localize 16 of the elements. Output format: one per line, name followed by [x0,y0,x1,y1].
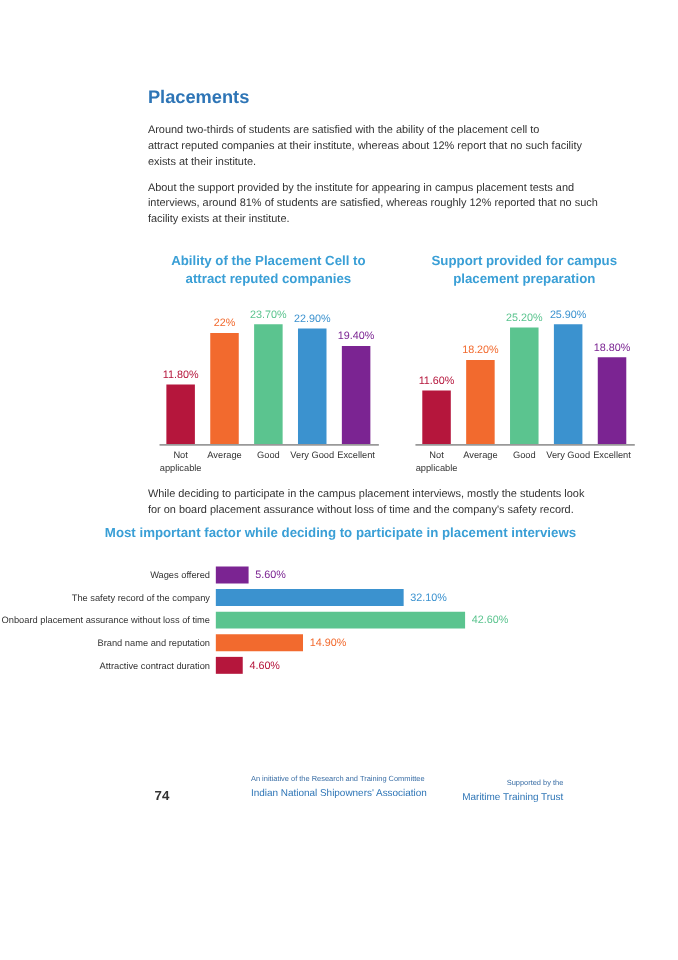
bar [422,390,451,444]
bar [466,359,495,444]
bar [215,611,466,629]
bar [215,634,304,652]
bar [215,566,249,584]
bar [510,327,539,444]
bar [341,346,371,444]
bar [166,384,195,444]
bar [597,357,627,444]
bar [254,324,283,444]
text: Placements [147,87,250,108]
bar [297,328,327,444]
bar [210,332,239,444]
bar [215,656,243,674]
bar [553,324,583,444]
bar [215,589,404,607]
